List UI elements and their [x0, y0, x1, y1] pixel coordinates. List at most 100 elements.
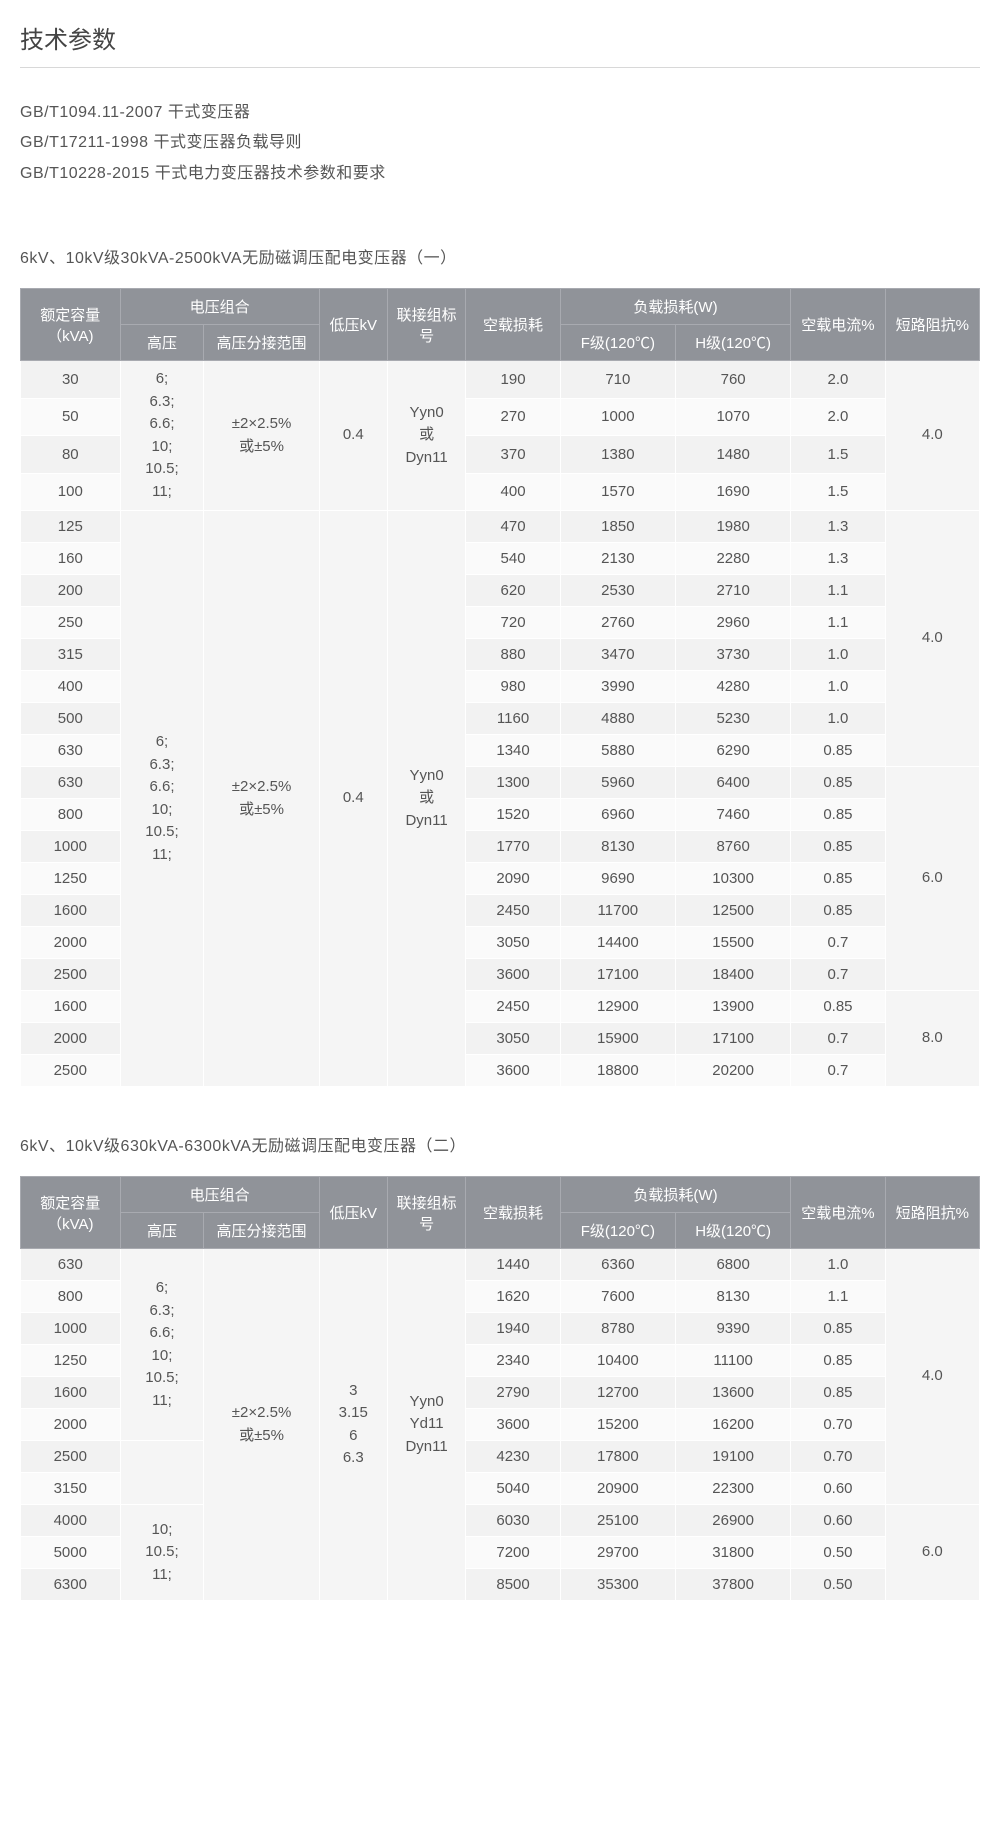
merged-cell: 6.0 — [885, 767, 979, 991]
data-cell: 5960 — [560, 767, 675, 799]
table-row: 2500423017800191000.70 — [21, 1441, 980, 1473]
data-cell: 15900 — [560, 1023, 675, 1055]
th-noload: 空载损耗 — [466, 289, 560, 361]
data-cell: 8760 — [676, 831, 791, 863]
data-cell: 13900 — [676, 991, 791, 1023]
data-cell: 470 — [466, 511, 560, 543]
data-cell: 2530 — [560, 575, 675, 607]
data-cell: 1.0 — [791, 1249, 885, 1281]
data-cell: 0.7 — [791, 1023, 885, 1055]
data-cell: 80 — [21, 436, 121, 474]
data-cell: 20900 — [560, 1473, 675, 1505]
data-cell: 17100 — [560, 959, 675, 991]
data-cell: 30 — [21, 361, 121, 399]
data-cell: 18400 — [676, 959, 791, 991]
standard-line: GB/T17211-1998 干式变压器负载导则 — [20, 128, 980, 158]
data-cell: 0.70 — [791, 1441, 885, 1473]
data-cell: 0.7 — [791, 927, 885, 959]
data-cell: 0.85 — [791, 1345, 885, 1377]
data-cell: 26900 — [676, 1505, 791, 1537]
standard-line: GB/T10228-2015 干式电力变压器技术参数和要求 — [20, 159, 980, 189]
data-cell: 0.85 — [791, 863, 885, 895]
th-impedance: 短路阻抗% — [885, 289, 979, 361]
data-cell: 8780 — [560, 1313, 675, 1345]
data-cell: 400 — [21, 671, 121, 703]
merged-cell: 0.4 — [319, 361, 387, 511]
data-cell: 250 — [21, 607, 121, 639]
data-cell: 4230 — [466, 1441, 560, 1473]
data-cell: 6030 — [466, 1505, 560, 1537]
data-cell: 1300 — [466, 767, 560, 799]
data-cell: 1.1 — [791, 1281, 885, 1313]
data-cell: 2.0 — [791, 398, 885, 436]
data-cell: 2000 — [21, 1409, 121, 1441]
data-cell: 20200 — [676, 1055, 791, 1087]
merged-cell: ±2×2.5% 或±5% — [204, 361, 319, 511]
th-noload-current: 空载电流% — [791, 1177, 885, 1249]
data-cell: 6300 — [21, 1569, 121, 1601]
merged-cell: ±2×2.5% 或±5% — [204, 511, 319, 1087]
data-cell: 6400 — [676, 767, 791, 799]
data-cell: 5000 — [21, 1537, 121, 1569]
data-cell: 22300 — [676, 1473, 791, 1505]
data-cell: 1440 — [466, 1249, 560, 1281]
data-cell: 2790 — [466, 1377, 560, 1409]
data-cell: 2500 — [21, 1441, 121, 1473]
merged-cell: 6; 6.3; 6.6; 10; 10.5; 11; — [120, 1249, 204, 1441]
merged-cell: 3 3.15 6 6.3 — [319, 1249, 387, 1601]
data-cell: 6290 — [676, 735, 791, 767]
data-cell: 1520 — [466, 799, 560, 831]
data-cell: 14400 — [560, 927, 675, 959]
data-cell: 1600 — [21, 991, 121, 1023]
data-cell: 980 — [466, 671, 560, 703]
data-cell: 3600 — [466, 959, 560, 991]
standard-line: GB/T1094.11-2007 干式变压器 — [20, 98, 980, 128]
data-cell: 1.5 — [791, 473, 885, 511]
data-cell: 0.60 — [791, 1505, 885, 1537]
data-cell: 1.1 — [791, 575, 885, 607]
data-cell: 4880 — [560, 703, 675, 735]
data-cell: 0.70 — [791, 1409, 885, 1441]
table-header: 额定容量（kVA) 电压组合 低压kV 联接组标号 空载损耗 负载损耗(W) 空… — [21, 1177, 980, 1249]
data-cell: 35300 — [560, 1569, 675, 1601]
data-cell: 12500 — [676, 895, 791, 927]
data-cell: 8130 — [560, 831, 675, 863]
data-cell: 15500 — [676, 927, 791, 959]
data-cell: 1.3 — [791, 543, 885, 575]
data-cell: 29700 — [560, 1537, 675, 1569]
data-cell: 200 — [21, 575, 121, 607]
data-cell: 720 — [466, 607, 560, 639]
th-tap: 高压分接范围 — [204, 325, 319, 361]
data-cell: 37800 — [676, 1569, 791, 1601]
data-cell: 10400 — [560, 1345, 675, 1377]
spec-table-1: 额定容量（kVA) 电压组合 低压kV 联接组标号 空载损耗 负载损耗(W) 空… — [20, 288, 980, 1087]
data-cell: 1980 — [676, 511, 791, 543]
data-cell: 0.85 — [791, 1313, 885, 1345]
data-cell: 1600 — [21, 895, 121, 927]
data-cell: 7200 — [466, 1537, 560, 1569]
merged-cell: Yyn0 或 Dyn11 — [387, 511, 466, 1087]
merged-cell: ±2×2.5% 或±5% — [204, 1249, 319, 1601]
data-cell: 9390 — [676, 1313, 791, 1345]
data-cell: 2000 — [21, 1023, 121, 1055]
data-cell: 0.85 — [791, 1377, 885, 1409]
data-cell: 400 — [466, 473, 560, 511]
data-cell: 0.85 — [791, 831, 885, 863]
data-cell: 9690 — [560, 863, 675, 895]
merged-cell: Yyn0 或 Dyn11 — [387, 361, 466, 511]
data-cell: 6800 — [676, 1249, 791, 1281]
data-cell: 3990 — [560, 671, 675, 703]
data-cell: 2340 — [466, 1345, 560, 1377]
th-load-loss: 负载损耗(W) — [560, 1177, 791, 1213]
th-loss-f: F级(120℃) — [560, 325, 675, 361]
data-cell: 3600 — [466, 1409, 560, 1441]
merged-cell: 6; 6.3; 6.6; 10; 10.5; 11; — [120, 511, 204, 1087]
data-cell: 880 — [466, 639, 560, 671]
data-cell: 7600 — [560, 1281, 675, 1313]
data-cell: 1.1 — [791, 607, 885, 639]
th-voltage-group: 电压组合 — [120, 1177, 319, 1213]
data-cell: 160 — [21, 543, 121, 575]
data-cell: 2.0 — [791, 361, 885, 399]
data-cell: 0.50 — [791, 1569, 885, 1601]
merged-cell: 6.0 — [885, 1505, 979, 1601]
